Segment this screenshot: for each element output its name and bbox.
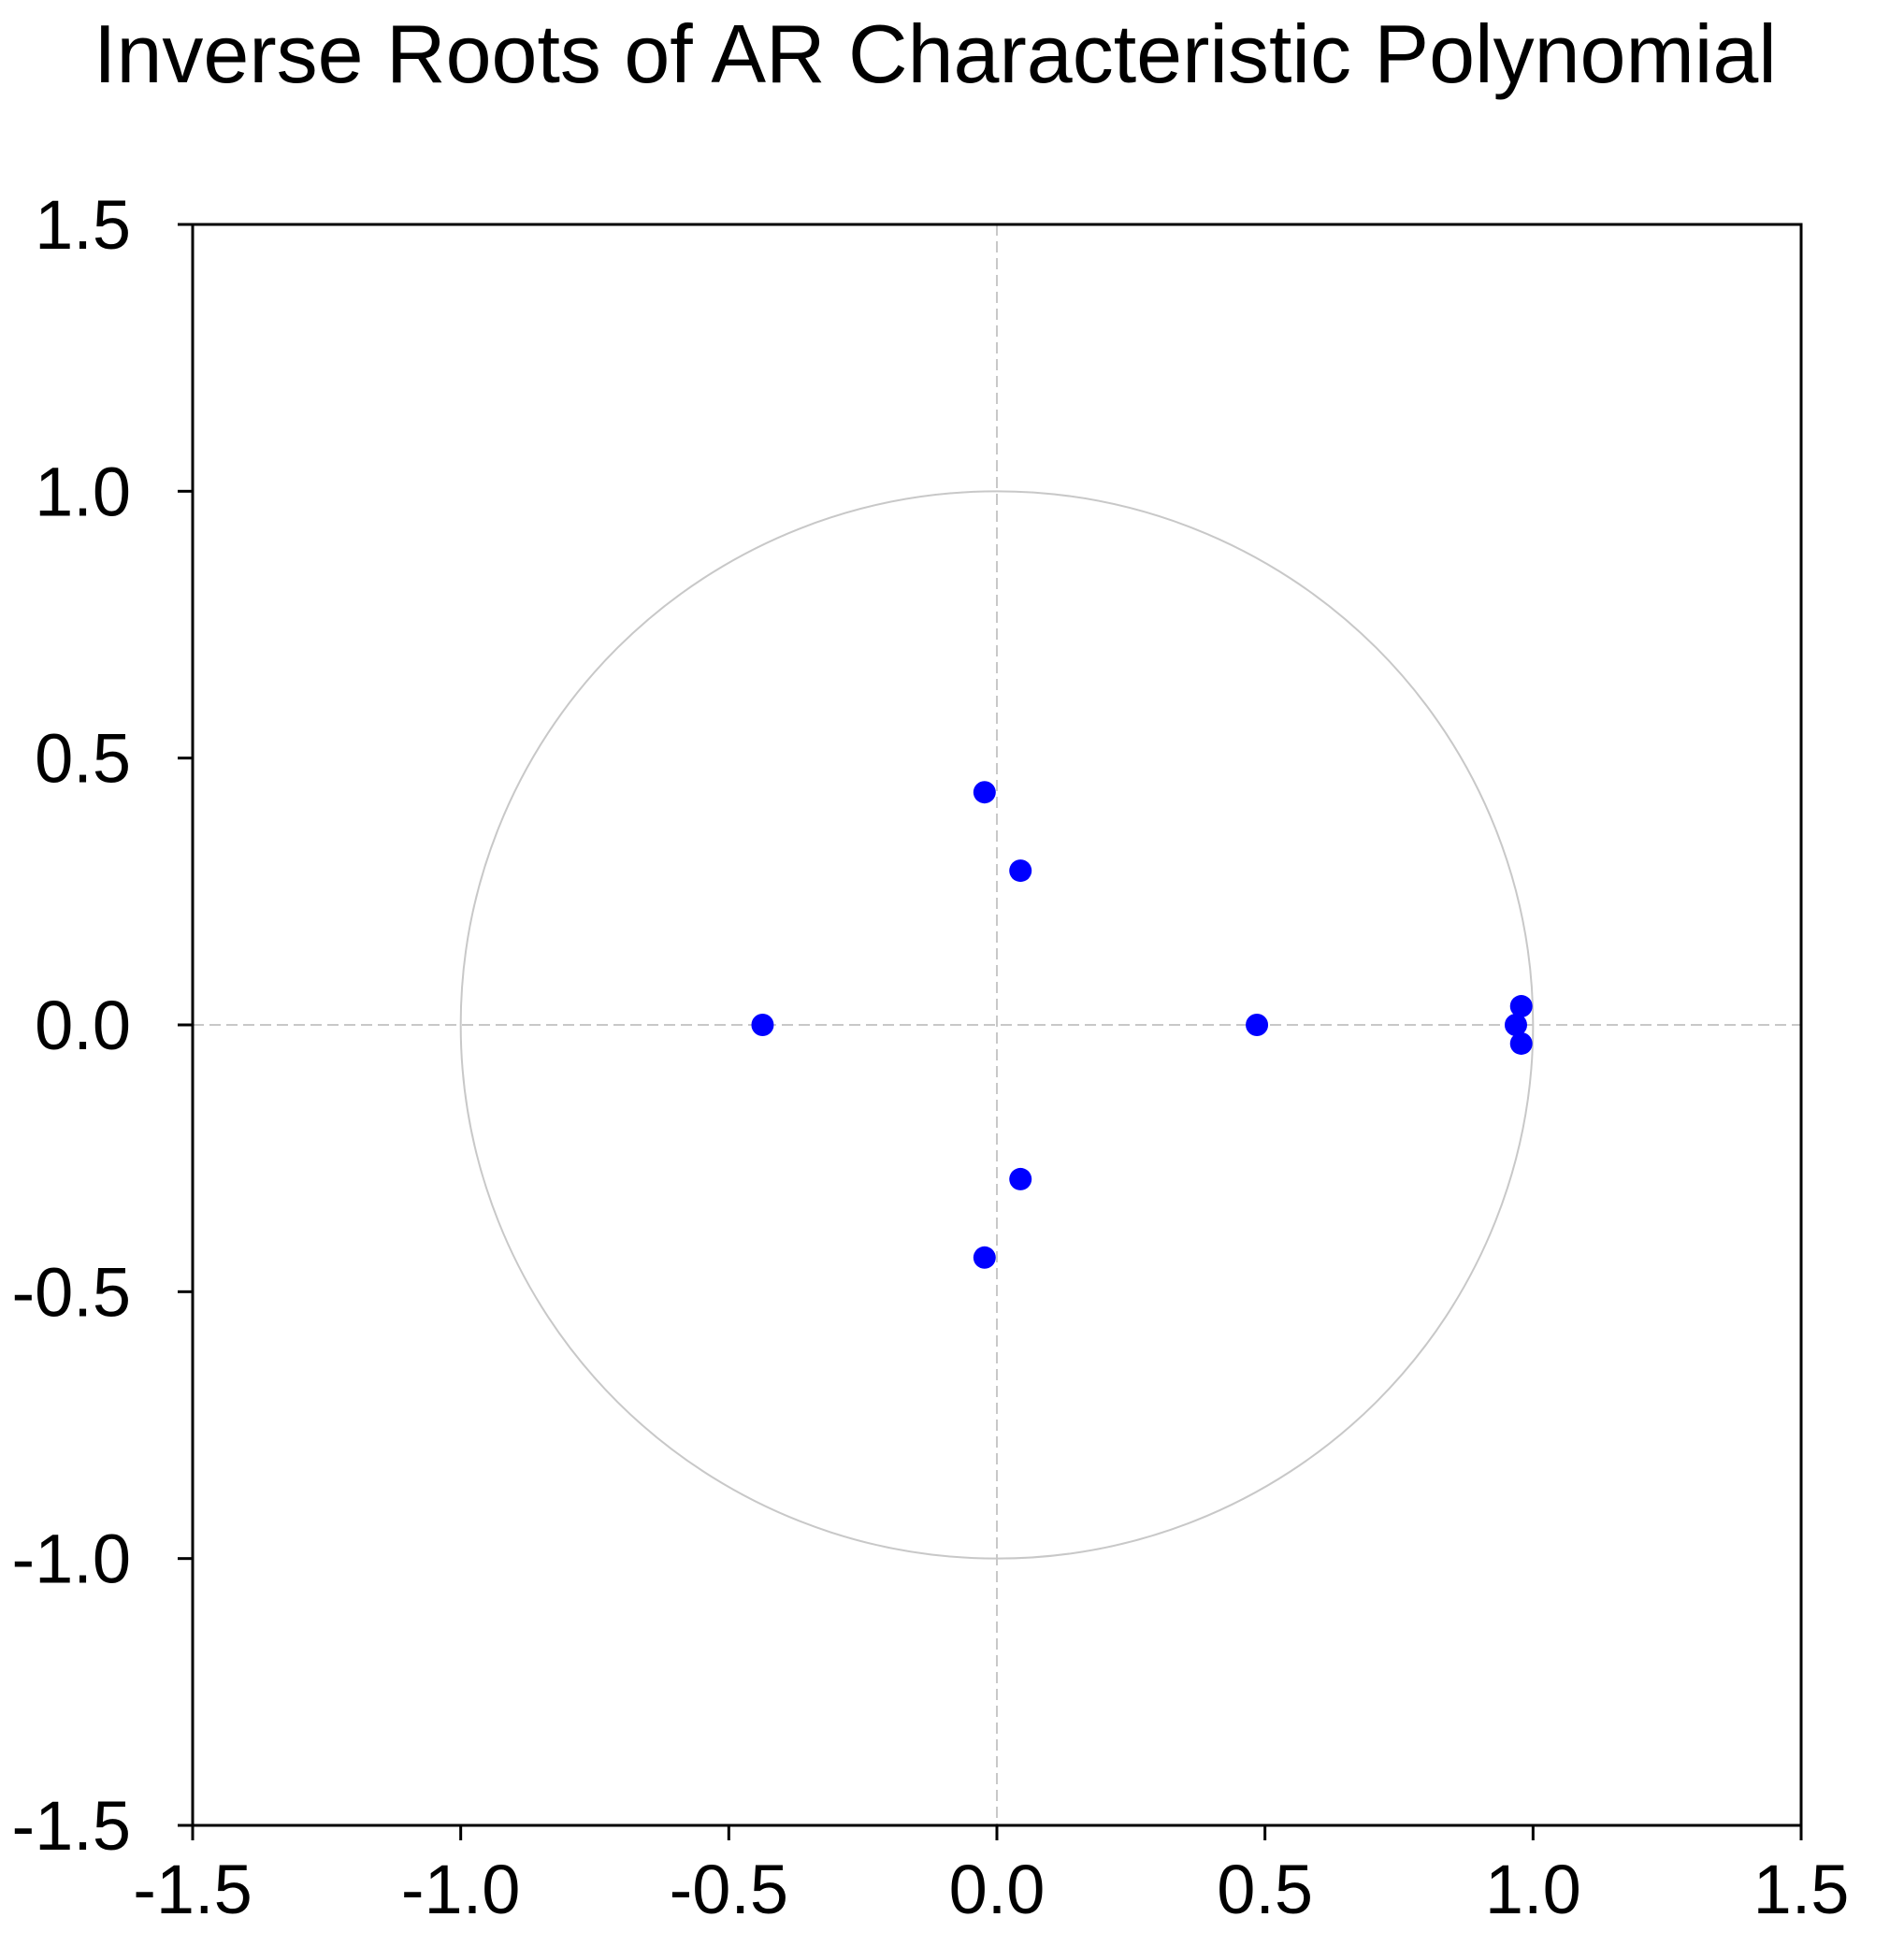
y-tick-label: 0.0 [35,987,131,1064]
x-tick-label: 0.5 [1217,1851,1313,1928]
x-tick-label: -0.5 [670,1851,789,1928]
point [1246,1014,1269,1036]
point [1009,859,1032,883]
y-tick-label: 0.5 [35,720,131,798]
x-tick-label: 0.0 [949,1851,1046,1928]
y-tick-label: -1.5 [11,1787,131,1865]
y-tick-label: -0.5 [11,1253,131,1331]
point [1509,995,1533,1018]
x-tick-label: -1.0 [401,1851,521,1928]
point [973,781,996,804]
y-tick-label: 1.0 [35,453,131,530]
y-tick-label: -1.0 [11,1521,131,1598]
x-tick-label: -1.5 [133,1851,252,1928]
point [1509,1031,1533,1055]
chart-title: Inverse Roots of AR Characteristic Polyn… [94,7,1777,100]
point [1504,1014,1527,1036]
y-tick-label: 1.5 [35,186,131,264]
x-tick-label: 1.5 [1753,1851,1850,1928]
point [751,1014,774,1036]
point [1009,1167,1032,1190]
x-tick-label: 1.0 [1485,1851,1581,1928]
point [973,1246,996,1269]
